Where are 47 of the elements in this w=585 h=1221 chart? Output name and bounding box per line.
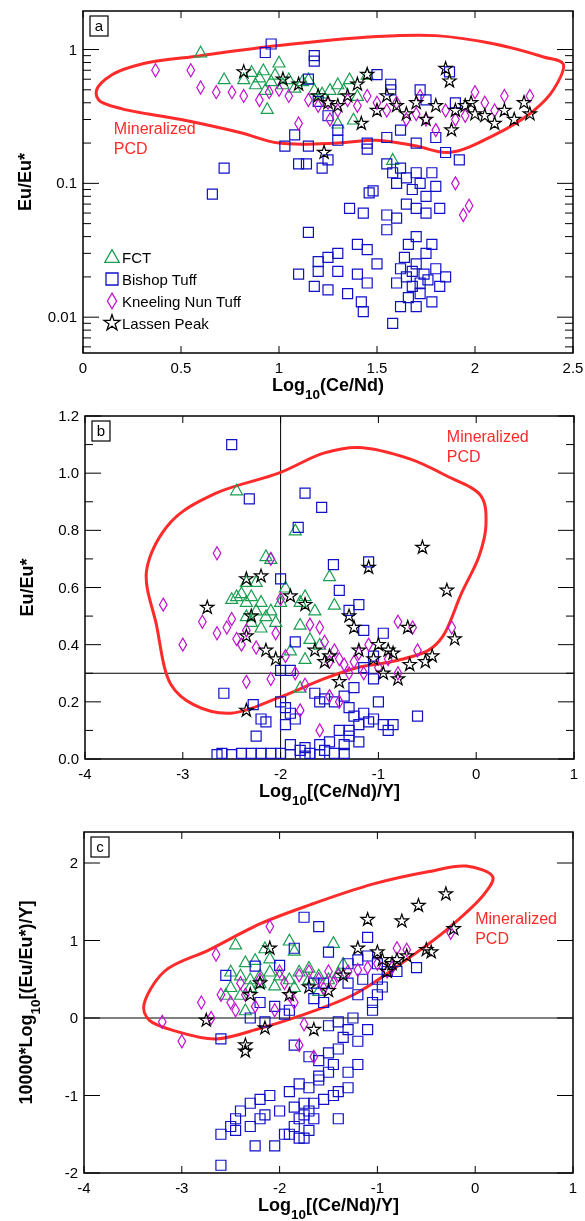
y-tick-label: 1.0: [58, 464, 79, 482]
y-tick-label: -1: [64, 1086, 78, 1104]
y-tick-label: 1.2: [58, 407, 79, 424]
y-tick-label: 0.1: [56, 174, 77, 192]
y-tick-label: 0.4: [58, 635, 79, 653]
y-tick-label: 0.8: [58, 521, 79, 539]
x-tick-label: 0: [471, 1179, 480, 1196]
x-tick-label: 0: [472, 765, 481, 782]
x-tick-label: -4: [77, 1179, 91, 1196]
x-tick-label: -1: [370, 1179, 385, 1196]
y-axis-title: Eu/Eu*: [15, 152, 35, 212]
x-axis-title: Log$_{10}$[(Ce/Nd)/Y]: [257, 1195, 400, 1221]
x-tick-label: -2: [272, 1179, 287, 1196]
y-tick-label: 1: [69, 931, 78, 949]
x-tick-label: 1: [274, 359, 284, 376]
y-tick-label: 0.6: [58, 578, 79, 596]
x-axis-title: Log$_{10}$[(Ce/Nd)/Y]: [258, 781, 401, 808]
legend-label: Bishop Tuff: [122, 271, 198, 288]
x-tick-label: 2: [470, 359, 480, 376]
y-tick-label: -2: [64, 1164, 78, 1181]
annotation: Mineralized PCD: [446, 428, 529, 466]
y-tick-label: 0.0: [58, 750, 79, 767]
x-tick-label: 0.5: [170, 359, 192, 376]
y-tick-label: 0.01: [47, 308, 77, 326]
legend-label: FCT: [122, 249, 152, 266]
x-tick-label: 2.5: [562, 359, 584, 376]
x-axis-title: Log$_{10}$(Ce/Nd): [271, 375, 385, 402]
x-tick-label: -3: [176, 765, 190, 782]
annotation: c: [96, 838, 105, 855]
x-tick-label: -1: [371, 765, 386, 782]
y-tick-label: 2: [69, 854, 78, 871]
x-tick-label: 1: [568, 1179, 578, 1196]
legend-label: Lassen Peak: [122, 315, 210, 332]
legend-label: Kneeling Nun Tuff: [122, 293, 242, 310]
x-tick-label: 1.5: [366, 359, 388, 376]
annotation: Mineralized PCD: [113, 120, 196, 158]
y-tick-label: 0: [69, 1009, 78, 1026]
annotation: Mineralized PCD: [475, 910, 558, 948]
y-tick-label: 1: [68, 40, 77, 58]
x-tick-label: -4: [78, 765, 92, 782]
x-tick-label: -2: [273, 765, 288, 782]
y-tick-label: 0.2: [58, 692, 79, 710]
x-tick-label: 1: [569, 765, 579, 782]
y-axis-title: Eu/Eu*: [17, 558, 37, 617]
x-tick-label: -3: [175, 1179, 189, 1196]
annotation: b: [96, 422, 106, 439]
annotation: a: [94, 17, 104, 34]
